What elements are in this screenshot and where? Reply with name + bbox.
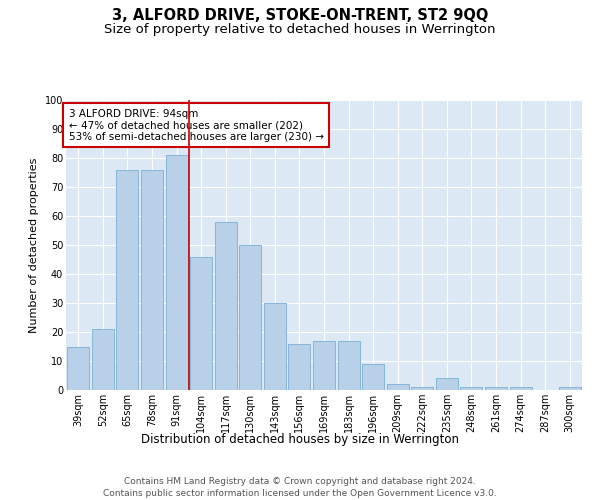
Bar bbox=[338, 340, 359, 390]
Bar bbox=[386, 384, 409, 390]
Text: Contains HM Land Registry data © Crown copyright and database right 2024.
Contai: Contains HM Land Registry data © Crown c… bbox=[103, 476, 497, 498]
Bar bbox=[166, 155, 188, 390]
Text: Distribution of detached houses by size in Werrington: Distribution of detached houses by size … bbox=[141, 432, 459, 446]
Bar bbox=[190, 256, 212, 390]
Text: 3 ALFORD DRIVE: 94sqm
← 47% of detached houses are smaller (202)
53% of semi-det: 3 ALFORD DRIVE: 94sqm ← 47% of detached … bbox=[68, 108, 323, 142]
Bar bbox=[313, 340, 335, 390]
Bar bbox=[460, 387, 482, 390]
Bar bbox=[289, 344, 310, 390]
Bar bbox=[67, 346, 89, 390]
Bar bbox=[559, 387, 581, 390]
Bar bbox=[215, 222, 237, 390]
Text: Size of property relative to detached houses in Werrington: Size of property relative to detached ho… bbox=[104, 22, 496, 36]
Bar bbox=[436, 378, 458, 390]
Bar bbox=[264, 303, 286, 390]
Bar bbox=[239, 245, 262, 390]
Bar bbox=[485, 387, 507, 390]
Bar bbox=[411, 387, 433, 390]
Bar bbox=[116, 170, 139, 390]
Y-axis label: Number of detached properties: Number of detached properties bbox=[29, 158, 39, 332]
Bar bbox=[362, 364, 384, 390]
Bar bbox=[509, 387, 532, 390]
Bar bbox=[141, 170, 163, 390]
Text: 3, ALFORD DRIVE, STOKE-ON-TRENT, ST2 9QQ: 3, ALFORD DRIVE, STOKE-ON-TRENT, ST2 9QQ bbox=[112, 8, 488, 22]
Bar bbox=[92, 329, 114, 390]
